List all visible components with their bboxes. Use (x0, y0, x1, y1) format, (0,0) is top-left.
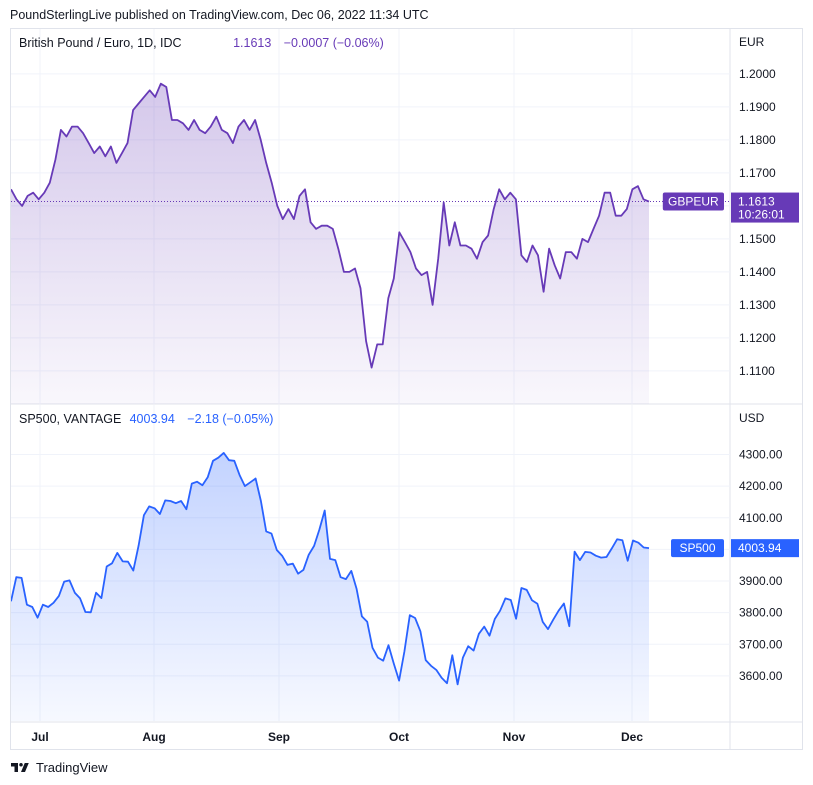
footer-brand: TradingView (36, 760, 108, 775)
y-tick-label: 1.1800 (739, 133, 776, 147)
published-line: PoundSterlingLive published on TradingVi… (10, 8, 429, 22)
price-badge-value: 1.1613 (738, 195, 775, 209)
x-tick-label: Nov (503, 730, 526, 744)
price-badge-value: 4003.94 (738, 541, 782, 555)
sp500-legend-title: SP500, VANTAGE (19, 412, 121, 426)
symbol-badge (662, 192, 724, 211)
y-tick-label: 4100.00 (739, 511, 783, 525)
legend-change: −0.0007 (−0.06%) (284, 36, 384, 50)
tradingview-logo-icon (11, 762, 29, 772)
legend-change: −2.18 (−0.05%) (187, 412, 273, 426)
symbol-badge-label: SP500 (679, 541, 715, 555)
y-tick-label: 1.1200 (739, 331, 776, 345)
y-tick-label: 1.1700 (739, 166, 776, 180)
y-tick-label: 4300.00 (739, 447, 783, 461)
y-tick-label: 1.1500 (739, 232, 776, 246)
currency-label: USD (739, 411, 765, 425)
symbol-badge-label: GBPEUR (668, 195, 719, 209)
y-tick-label: 3600.00 (739, 669, 783, 683)
x-tick-label: Sep (268, 730, 290, 744)
price-badge-countdown: 10:26:01 (738, 208, 785, 222)
chart-canvas[interactable]: 1.20001.19001.18001.17001.16001.15001.14… (10, 29, 802, 749)
legend-last-value: 4003.94 (130, 412, 175, 426)
x-tick-label: Dec (621, 730, 643, 744)
sp500-area (11, 452, 649, 721)
gbpeur-legend-title: British Pound / Euro, 1D, IDC (19, 36, 182, 50)
x-tick-label: Jul (31, 730, 48, 744)
y-tick-label: 3900.00 (739, 574, 783, 588)
gbpeur-area (11, 83, 649, 404)
price-badge (731, 539, 799, 558)
currency-label: EUR (739, 35, 765, 49)
y-tick-label: 1.2000 (739, 67, 776, 81)
sp500-line[interactable] (10, 452, 650, 686)
x-tick-label: Aug (142, 730, 165, 744)
y-tick-label: 4200.00 (739, 479, 783, 493)
legend-last-value: 1.1613 (233, 36, 271, 50)
gbpeur-line[interactable] (10, 82, 650, 369)
y-tick-label: 1.1400 (739, 265, 776, 279)
y-tick-label: 1.1900 (739, 100, 776, 114)
y-tick-label: 3800.00 (739, 606, 783, 620)
price-badge (731, 192, 799, 223)
x-tick-label: Oct (389, 730, 409, 744)
symbol-badge (671, 539, 724, 558)
chart-frame: 1.20001.19001.18001.17001.16001.15001.14… (10, 28, 803, 750)
y-tick-label: 1.1100 (739, 364, 775, 378)
y-tick-label: 3700.00 (739, 637, 783, 651)
footer: TradingView (10, 760, 108, 775)
y-tick-label: 1.1300 (739, 298, 776, 312)
